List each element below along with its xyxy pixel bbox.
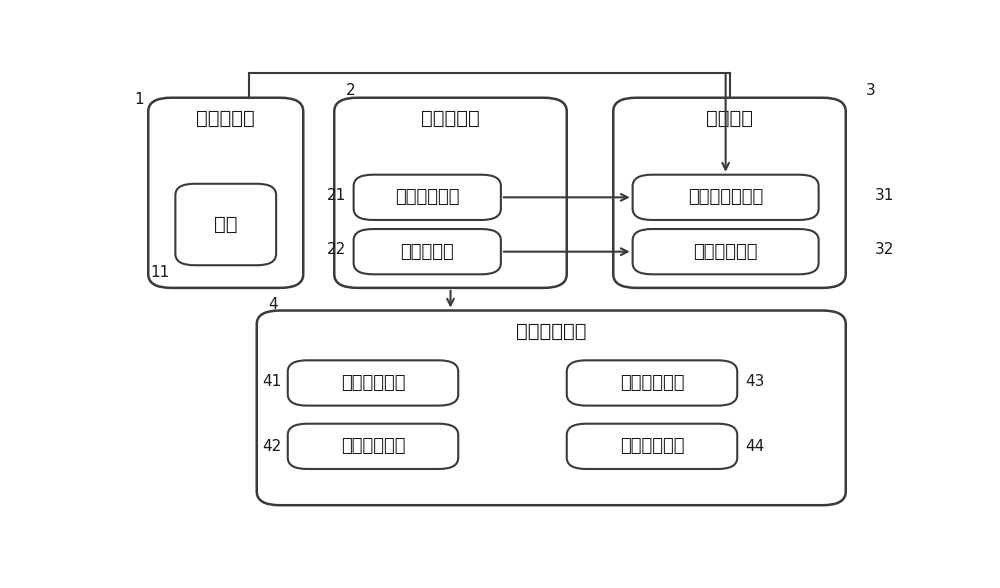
FancyBboxPatch shape <box>334 98 567 288</box>
FancyBboxPatch shape <box>613 98 846 288</box>
FancyBboxPatch shape <box>567 424 737 469</box>
Text: 光电探测器: 光电探测器 <box>400 243 454 260</box>
Text: 44: 44 <box>745 439 764 455</box>
FancyBboxPatch shape <box>354 175 501 220</box>
FancyBboxPatch shape <box>148 98 303 288</box>
Text: 预筛选模块: 预筛选模块 <box>196 109 255 128</box>
FancyBboxPatch shape <box>633 229 819 274</box>
FancyBboxPatch shape <box>288 424 458 469</box>
Text: 相机: 相机 <box>214 215 238 234</box>
FancyBboxPatch shape <box>257 310 846 505</box>
Text: 眼内处理单元: 眼内处理单元 <box>693 243 758 260</box>
Text: 第三独立单元: 第三独立单元 <box>620 374 684 392</box>
Text: 1: 1 <box>135 92 144 108</box>
Text: 32: 32 <box>875 242 895 258</box>
Text: 处理模块: 处理模块 <box>706 109 753 128</box>
Text: 41: 41 <box>262 373 282 389</box>
Text: 第二独立单元: 第二独立单元 <box>341 437 405 455</box>
Text: 3: 3 <box>865 83 875 98</box>
Text: 2: 2 <box>346 83 356 98</box>
FancyBboxPatch shape <box>633 175 819 220</box>
Text: 42: 42 <box>262 439 282 455</box>
Text: 独立成像模块: 独立成像模块 <box>516 322 586 341</box>
Text: 21: 21 <box>327 188 346 203</box>
Text: 眼外部处理单元: 眼外部处理单元 <box>688 188 763 206</box>
Text: 宽带扫频光源: 宽带扫频光源 <box>395 188 460 206</box>
FancyBboxPatch shape <box>175 183 276 265</box>
Text: 31: 31 <box>875 188 895 203</box>
FancyBboxPatch shape <box>288 360 458 406</box>
Text: 第四独立单元: 第四独立单元 <box>620 437 684 455</box>
Text: 43: 43 <box>745 373 764 389</box>
FancyBboxPatch shape <box>567 360 737 406</box>
Text: 22: 22 <box>327 242 346 258</box>
Text: 第一独立单元: 第一独立单元 <box>341 374 405 392</box>
Text: 主筛选模块: 主筛选模块 <box>421 109 480 128</box>
Text: 4: 4 <box>268 297 278 312</box>
Text: 11: 11 <box>151 265 170 279</box>
FancyBboxPatch shape <box>354 229 501 274</box>
